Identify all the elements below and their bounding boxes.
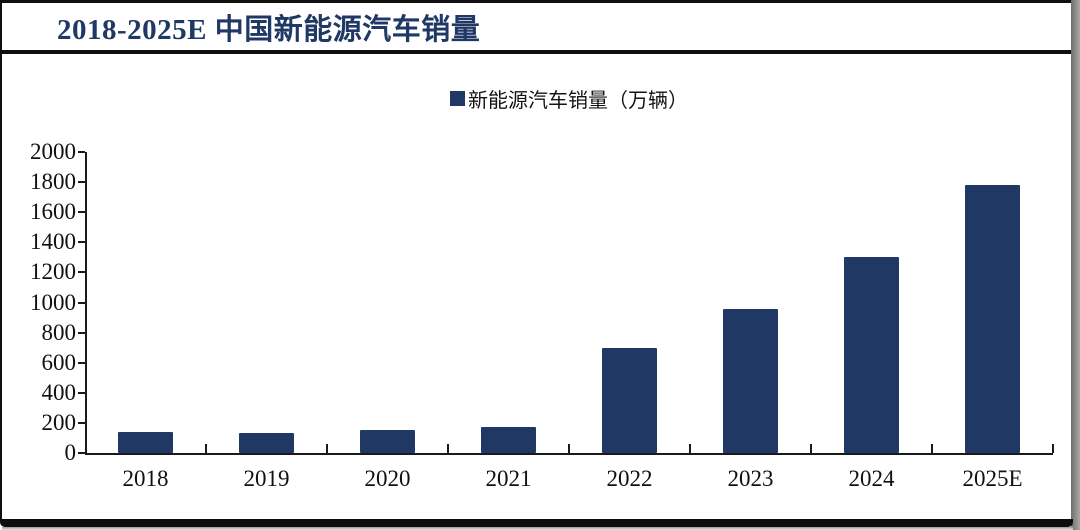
bottom-edge-shadow	[2, 527, 1073, 530]
x-axis-label: 2021	[485, 466, 532, 491]
x-axis-tick	[1052, 444, 1054, 453]
title-divider	[0, 50, 1072, 54]
x-axis-label: 2024	[848, 466, 895, 491]
y-axis-tick	[78, 421, 85, 424]
y-axis-tick	[78, 271, 85, 274]
frame-border-left	[0, 0, 2, 522]
bar-2022	[602, 347, 657, 453]
y-axis-tick	[78, 301, 85, 304]
y-axis-tick	[78, 331, 85, 334]
x-axis-tick	[810, 444, 812, 453]
y-axis-label: 1000	[30, 289, 76, 315]
x-axis-tick	[931, 444, 933, 453]
y-axis-tick	[78, 181, 85, 184]
y-axis-tick	[78, 211, 85, 214]
y-axis-label: 1200	[30, 259, 76, 285]
bar-2021	[481, 427, 536, 453]
bottom-border	[0, 519, 1073, 527]
y-axis-label: 0	[64, 440, 77, 465]
bar-2023	[723, 308, 778, 453]
y-axis-tick	[78, 391, 85, 394]
x-axis-label: 2023	[727, 466, 774, 491]
x-axis-tick	[326, 444, 328, 453]
legend: 新能源汽车销量（万辆）	[85, 88, 1053, 112]
y-axis-label: 2000	[30, 139, 76, 164]
frame-border-top	[0, 0, 1072, 3]
y-axis-label: 200	[41, 409, 77, 435]
right-edge-shadow	[1071, 0, 1080, 530]
y-axis-label: 600	[41, 349, 77, 375]
bar-2020	[360, 430, 415, 453]
y-axis-label: 1800	[30, 169, 76, 195]
y-axis-line	[85, 152, 87, 455]
y-axis-tick	[78, 151, 85, 153]
page-title: 2018-2025E 中国新能源汽车销量	[57, 13, 481, 46]
y-axis-label: 1600	[30, 199, 76, 225]
x-axis-tick	[447, 444, 449, 453]
bar-2024	[844, 257, 899, 453]
y-axis-tick	[78, 361, 85, 364]
x-axis-label: 2022	[606, 466, 653, 491]
x-axis-tick	[568, 444, 570, 453]
legend-label: 新能源汽车销量（万辆）	[468, 89, 688, 112]
y-axis-tick	[78, 241, 85, 244]
bar-2018	[118, 431, 173, 453]
plot-area: 0 200 400 600 800 1000 1200 1400 1600 1800 2000 201…	[30, 139, 1054, 491]
legend-swatch-icon	[450, 90, 465, 106]
x-axis-tick	[205, 444, 207, 453]
y-axis-label: 1400	[30, 229, 76, 255]
x-axis-line	[85, 453, 1053, 455]
x-axis-label: 2025E	[962, 466, 1023, 491]
x-axis-label: 2018	[122, 466, 169, 491]
y-axis-label: 400	[41, 379, 77, 405]
title-bar: 2018-2025E 中国新能源汽车销量	[0, 3, 1072, 50]
y-axis-label: 800	[41, 319, 77, 345]
x-axis-tick	[689, 444, 691, 453]
y-axis-tick	[78, 452, 85, 454]
x-axis-label: 2020	[364, 466, 411, 491]
bar-2025E	[965, 185, 1020, 453]
x-axis-label: 2019	[243, 466, 290, 491]
bar-2019	[239, 433, 294, 453]
